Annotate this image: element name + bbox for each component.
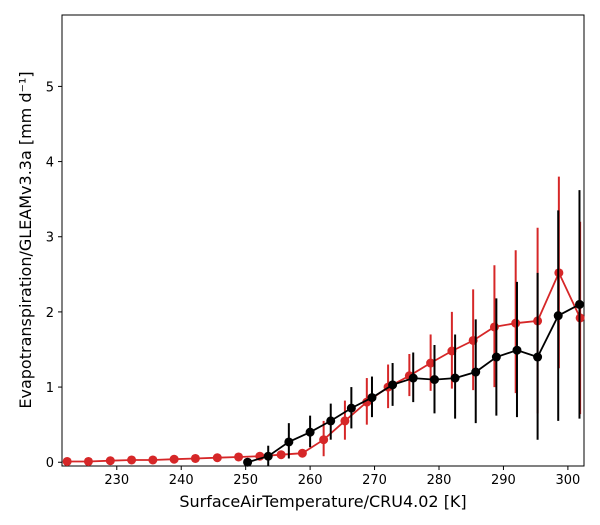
data-point — [148, 455, 158, 465]
data-point — [263, 451, 273, 461]
y-tick-label: 0 — [46, 456, 54, 471]
data-point — [533, 352, 543, 362]
y-axis-label: Evapotranspiration/GLEAMv3.3a [mm d⁻¹] — [16, 71, 35, 408]
y-tick-label: 1 — [46, 381, 54, 396]
x-tick-label: 230 — [104, 473, 129, 488]
data-point — [169, 454, 179, 464]
x-tick-label: 260 — [298, 473, 323, 488]
data-point — [234, 452, 244, 462]
data-point — [574, 299, 584, 309]
y-tick-label: 5 — [46, 80, 54, 95]
y-tick-label: 3 — [46, 231, 54, 246]
x-axis-label: SurfaceAirTemperature/CRU4.02 [K] — [179, 492, 466, 511]
data-point — [326, 416, 336, 426]
data-point — [190, 453, 200, 463]
data-point — [346, 403, 356, 413]
data-point — [367, 393, 377, 403]
x-tick-label: 300 — [555, 473, 580, 488]
data-point — [450, 373, 460, 383]
data-point — [284, 437, 294, 447]
y-axis-ticks: 0 1 2 3 4 5 — [46, 80, 62, 471]
data-point — [491, 352, 501, 362]
data-point — [127, 455, 137, 465]
data-point — [489, 322, 499, 332]
data-point — [553, 311, 563, 321]
data-point — [297, 448, 307, 458]
data-point — [471, 367, 481, 377]
data-point — [212, 453, 222, 463]
data-point — [388, 380, 398, 390]
data-point — [319, 435, 329, 445]
y-tick-label: 4 — [46, 156, 54, 171]
data-point — [305, 427, 315, 437]
data-point — [511, 318, 521, 328]
data-point — [62, 456, 72, 466]
data-point — [83, 456, 93, 466]
data-point — [243, 457, 253, 467]
x-tick-label: 250 — [233, 473, 258, 488]
x-axis-ticks: 230 240 250 260 270 280 290 300 — [104, 466, 580, 488]
x-tick-label: 270 — [362, 473, 387, 488]
series-layer — [62, 176, 585, 467]
y-tick-label: 2 — [46, 306, 54, 321]
data-point — [105, 456, 115, 466]
data-point — [429, 375, 439, 385]
data-point — [512, 345, 522, 355]
x-tick-label: 280 — [427, 473, 452, 488]
x-tick-label: 240 — [169, 473, 194, 488]
data-point — [340, 416, 350, 426]
data-point — [276, 450, 286, 460]
data-point — [408, 373, 418, 383]
data-point — [426, 358, 436, 368]
series-2 — [243, 190, 584, 467]
plot-area — [61, 14, 585, 467]
x-tick-label: 290 — [491, 473, 516, 488]
